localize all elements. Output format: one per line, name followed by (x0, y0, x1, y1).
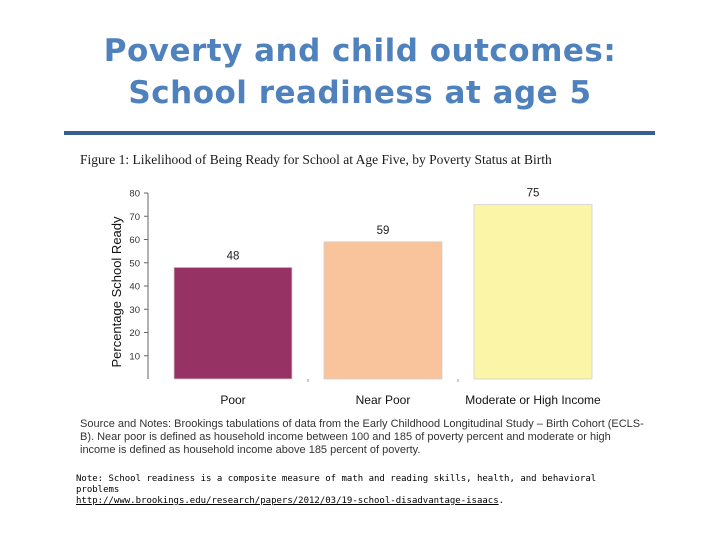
y-axis-label: Percentage School Ready (109, 216, 124, 368)
bar (473, 204, 593, 380)
bar (323, 241, 443, 380)
x-category-label: Moderate or High Income (465, 393, 601, 407)
slide-title: Poverty and child outcomes: School readi… (40, 30, 680, 114)
x-category-label: Near Poor (356, 393, 411, 407)
slide-title-line-2: School readiness at age 5 (128, 75, 592, 111)
y-tick-label: 70 (129, 212, 140, 223)
y-tick-label: 50 (129, 258, 140, 269)
y-tick-label: 20 (129, 328, 140, 339)
source-notes: Source and Notes: Brookings tabulations … (80, 418, 644, 456)
y-tick-label: 80 (129, 189, 140, 200)
footnote-period: . (498, 496, 505, 506)
bar-data-label: 75 (527, 188, 540, 200)
y-tick-label: 60 (129, 235, 140, 246)
y-tick-label: 10 (129, 351, 140, 362)
slide-title-line-1: Poverty and child outcomes: (103, 33, 617, 69)
bar (173, 266, 293, 380)
y-tick-label: 30 (129, 305, 140, 316)
footnote-text: Note: School readiness is a composite me… (76, 474, 597, 495)
footnote: Note: School readiness is a composite me… (76, 474, 636, 507)
y-tick-label: 40 (129, 282, 140, 293)
figure-caption: Figure 1: Likelihood of Being Ready for … (80, 152, 552, 167)
bar-data-label: 48 (227, 250, 240, 262)
source-link[interactable]: http://www.brookings.edu/research/papers… (76, 496, 499, 506)
bar-data-label: 59 (377, 225, 390, 237)
title-divider (64, 131, 655, 135)
x-category-label: Poor (220, 393, 245, 407)
